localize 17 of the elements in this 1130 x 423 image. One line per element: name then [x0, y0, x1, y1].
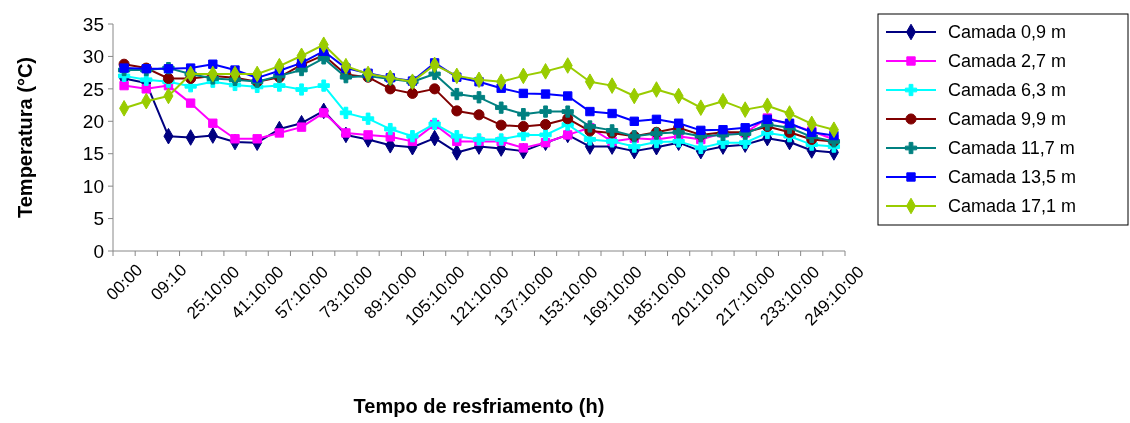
- y-tick-label: 5: [93, 208, 104, 230]
- legend-label: Camada 9,9 m: [948, 109, 1067, 130]
- legend-label: Camada 17,1 m: [948, 196, 1077, 217]
- legend-label: Camada 0,9 m: [948, 22, 1067, 43]
- legend-label: Camada 2,7 m: [948, 51, 1067, 72]
- y-tick-label: 10: [82, 175, 104, 197]
- legend-label: Camada 6,3 m: [948, 80, 1067, 101]
- y-tick-label: 15: [82, 143, 104, 165]
- y-axis-title: Temperatura (°C): [14, 57, 36, 218]
- y-tick-label: 25: [82, 78, 104, 100]
- y-tick-label: 35: [82, 13, 104, 35]
- y-tick-label: 0: [93, 240, 104, 262]
- y-tick-label: 30: [82, 46, 104, 68]
- legend-label: Camada 13,5 m: [948, 167, 1077, 188]
- legend-label: Camada 11,7 m: [948, 138, 1075, 159]
- x-axis-title: Tempo de resfriamento (h): [353, 395, 605, 417]
- y-tick-label: 20: [82, 110, 104, 132]
